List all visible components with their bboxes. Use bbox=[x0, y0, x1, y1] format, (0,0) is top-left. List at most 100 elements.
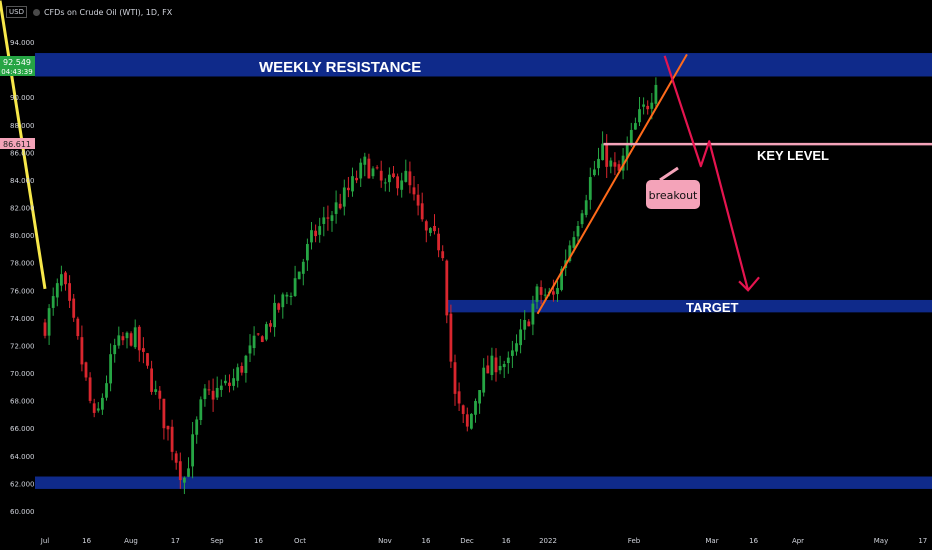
price-badges: 92.549 04:43:39 86.611 bbox=[0, 56, 35, 149]
candle-up bbox=[293, 278, 297, 296]
key-level-badge bbox=[0, 138, 35, 149]
price-tick-label: 74.000 bbox=[10, 315, 35, 323]
support-trendline[interactable] bbox=[536, 53, 688, 315]
candle-up bbox=[322, 217, 326, 224]
projection-arrowhead bbox=[738, 276, 760, 292]
candle-up bbox=[183, 477, 186, 483]
candle-up bbox=[342, 187, 346, 207]
candle-down bbox=[88, 377, 92, 401]
candle-up bbox=[609, 160, 613, 167]
candle-up bbox=[531, 303, 535, 325]
candle-up bbox=[576, 226, 580, 237]
price-tick-label: 78.000 bbox=[10, 260, 35, 268]
candle-up bbox=[281, 294, 285, 308]
time-tick-label: 16 bbox=[502, 537, 511, 545]
candle-up bbox=[543, 294, 547, 296]
breakout-label: breakout bbox=[649, 189, 698, 202]
candle-up bbox=[351, 176, 354, 192]
candle-down bbox=[486, 365, 490, 374]
candle-up bbox=[113, 345, 117, 355]
candle-up bbox=[117, 335, 121, 346]
candle-down bbox=[453, 362, 457, 394]
candle-up bbox=[383, 182, 387, 184]
candle-down bbox=[539, 287, 543, 295]
candle-down bbox=[207, 389, 211, 391]
candle-up bbox=[642, 104, 645, 107]
price-tick-label: 90.000 bbox=[10, 94, 35, 102]
candle-down bbox=[166, 425, 170, 430]
candle-up bbox=[523, 319, 527, 330]
candle-up bbox=[199, 399, 203, 421]
candle-up bbox=[187, 468, 190, 477]
time-tick-label: Dec bbox=[460, 537, 474, 545]
candle-up bbox=[330, 215, 334, 221]
candle-up bbox=[625, 145, 629, 159]
time-tick-label: Mar bbox=[705, 537, 718, 545]
candle-down bbox=[375, 167, 379, 169]
candle-up bbox=[519, 329, 522, 346]
time-tick-label: Oct bbox=[294, 537, 306, 545]
price-tick-label: 82.000 bbox=[10, 205, 35, 213]
candle-up bbox=[191, 434, 194, 467]
candle-down bbox=[420, 203, 424, 220]
candle-up bbox=[400, 180, 404, 190]
candle-up bbox=[105, 383, 108, 398]
candle-up bbox=[498, 365, 502, 371]
candle-up bbox=[556, 288, 559, 295]
candle-down bbox=[379, 170, 383, 181]
price-axis[interactable]: 94.00092.00090.00088.00086.00084.00082.0… bbox=[10, 39, 35, 516]
candle-down bbox=[240, 366, 244, 373]
candle-down bbox=[129, 333, 133, 346]
candle-down bbox=[355, 177, 358, 181]
candle-up bbox=[306, 244, 309, 261]
target-label: TARGET bbox=[686, 300, 739, 315]
candle-down bbox=[494, 357, 498, 373]
candle-up bbox=[535, 286, 539, 302]
symbol-icon bbox=[32, 8, 40, 16]
candle-down bbox=[260, 336, 264, 342]
candle-up bbox=[629, 129, 633, 145]
candle-up bbox=[568, 245, 572, 262]
candle-up bbox=[588, 177, 592, 200]
candle-up bbox=[301, 261, 305, 274]
candle-down bbox=[392, 173, 395, 178]
zones-layer bbox=[35, 53, 932, 489]
candle-up bbox=[96, 408, 100, 411]
candle-down bbox=[142, 348, 145, 352]
current-price-value: 92.549 bbox=[3, 58, 31, 67]
target-zone bbox=[447, 299, 932, 313]
candle-down bbox=[256, 333, 260, 335]
symbol-title: CFDs on Crude Oil (WTI), 1D, FX bbox=[43, 7, 173, 17]
candle-up bbox=[470, 413, 473, 429]
candle-up bbox=[560, 268, 563, 290]
projection-arrow[interactable] bbox=[663, 55, 750, 291]
candle-up bbox=[515, 343, 518, 352]
candle-up bbox=[310, 230, 313, 243]
candle-down bbox=[80, 337, 84, 365]
candle-up bbox=[634, 123, 637, 130]
time-tick-label: 17 bbox=[918, 537, 927, 545]
candle-down bbox=[347, 187, 350, 191]
bottom-support-zone bbox=[35, 476, 932, 489]
candle-down bbox=[170, 426, 174, 452]
candle-up bbox=[359, 162, 363, 179]
candle-down bbox=[441, 251, 445, 259]
price-tick-label: 72.000 bbox=[10, 342, 35, 350]
candle-up bbox=[109, 354, 112, 384]
breakout-callout[interactable] bbox=[646, 180, 700, 209]
time-tick-label: Sep bbox=[210, 537, 224, 545]
currency-badge[interactable]: USD bbox=[6, 6, 27, 18]
price-tick-label: 70.000 bbox=[10, 370, 35, 378]
candle-up bbox=[203, 388, 207, 400]
weekly-resistance-label: WEEKLY RESISTANCE bbox=[259, 59, 421, 76]
candle-up bbox=[47, 308, 51, 336]
candle-up bbox=[371, 168, 375, 177]
candle-up bbox=[502, 364, 506, 368]
candle-up bbox=[55, 283, 59, 298]
time-tick-label: Feb bbox=[628, 537, 641, 545]
time-axis[interactable]: Jul 16 Aug 17 Sep 16 Oct Nov 16 Dec 16 2022 Feb Mar 16… bbox=[40, 537, 927, 545]
candle-up bbox=[511, 350, 514, 356]
candle-down bbox=[449, 313, 453, 362]
